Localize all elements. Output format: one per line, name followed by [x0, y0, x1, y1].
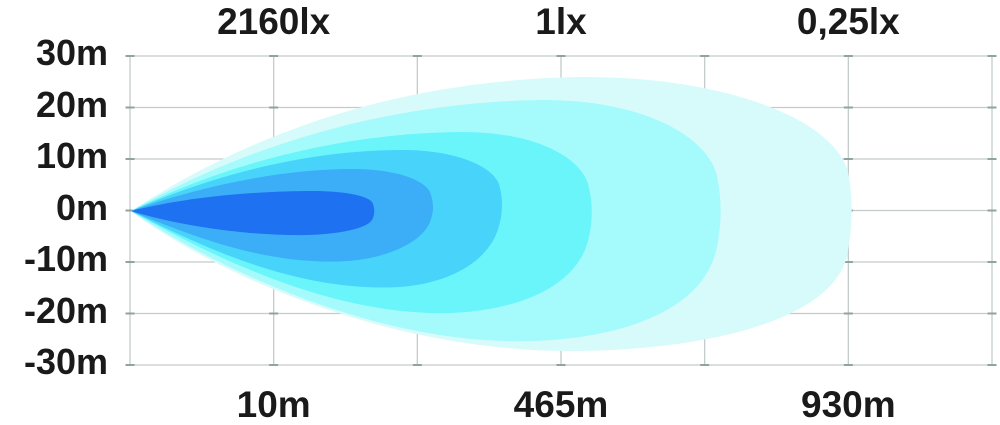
beam-contour-inner-2160lx [131, 191, 375, 236]
lux-label: 1lx [535, 1, 587, 42]
y-tick-label: -30m [23, 341, 108, 382]
y-tick-label: 0m [55, 186, 108, 228]
y-tick-label: 20m [35, 83, 108, 125]
y-tick-label: 30m [35, 32, 108, 73]
y-tick-label: -10m [23, 238, 108, 279]
x-tick-label: 10m [236, 384, 311, 425]
lux-label: 0,25lx [796, 1, 900, 42]
beam-contours [131, 76, 852, 352]
x-tick-label: 465m [513, 384, 609, 425]
y-tick-label: -20m [23, 289, 108, 331]
x-tick-label: 930m [801, 384, 896, 425]
y-tick-label: 10m [35, 135, 108, 176]
lux-label: 2160lx [217, 1, 331, 42]
